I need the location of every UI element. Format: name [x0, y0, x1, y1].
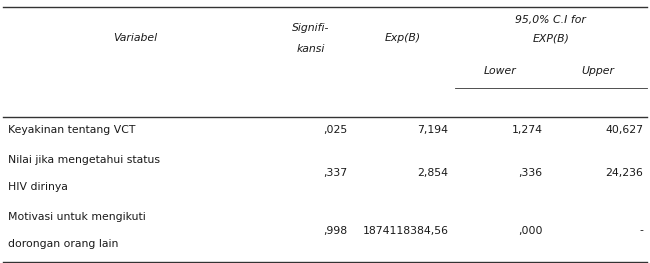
Text: Upper: Upper — [582, 66, 614, 76]
Text: dorongan orang lain: dorongan orang lain — [8, 239, 119, 249]
Text: EXP(B): EXP(B) — [532, 33, 569, 43]
Text: ,025: ,025 — [324, 125, 348, 135]
Text: Lower: Lower — [484, 66, 517, 76]
Text: ,337: ,337 — [324, 168, 348, 179]
Text: Motivasi untuk mengikuti: Motivasi untuk mengikuti — [8, 212, 146, 222]
Text: ,336: ,336 — [519, 168, 543, 179]
Text: ,998: ,998 — [324, 225, 348, 236]
Text: 95,0% C.I for: 95,0% C.I for — [515, 15, 586, 25]
Text: Exp(B): Exp(B) — [385, 33, 421, 43]
Text: -: - — [640, 225, 644, 236]
Text: ,000: ,000 — [518, 225, 543, 236]
Text: 24,236: 24,236 — [606, 168, 644, 179]
Text: Variabel: Variabel — [113, 33, 157, 43]
Text: 40,627: 40,627 — [606, 125, 644, 135]
Text: 7,194: 7,194 — [417, 125, 448, 135]
Text: 1,274: 1,274 — [512, 125, 543, 135]
Text: Nilai jika mengetahui status: Nilai jika mengetahui status — [8, 155, 161, 165]
Text: 2,854: 2,854 — [417, 168, 448, 179]
Text: 1874118384,56: 1874118384,56 — [363, 225, 448, 236]
Text: Keyakinan tentang VCT: Keyakinan tentang VCT — [8, 125, 136, 135]
Text: HIV dirinya: HIV dirinya — [8, 182, 68, 192]
Text: Signifi-: Signifi- — [292, 23, 329, 33]
Text: kansi: kansi — [296, 44, 324, 54]
